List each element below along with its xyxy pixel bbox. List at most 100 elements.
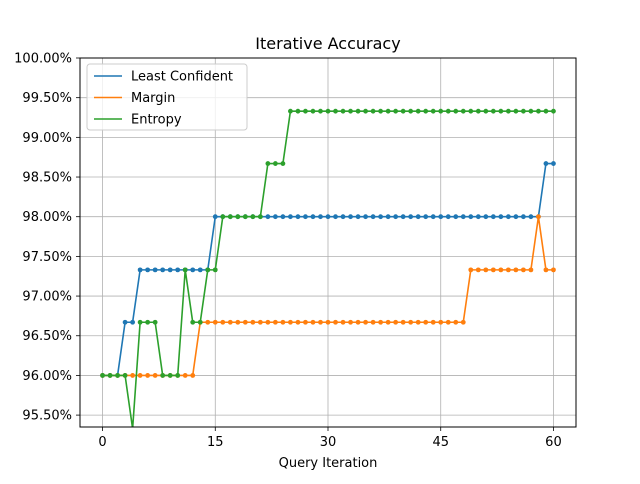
data-point-least-confident — [498, 214, 504, 220]
data-point-least-confident — [423, 214, 429, 220]
data-point-least-confident — [137, 267, 143, 273]
data-point-least-confident — [145, 267, 151, 273]
data-point-margin — [430, 319, 436, 325]
data-point-least-confident — [167, 267, 173, 273]
series-entropy — [100, 108, 556, 427]
x-tick-label: 30 — [320, 435, 337, 450]
data-point-least-confident — [152, 267, 158, 273]
data-point-margin — [385, 319, 391, 325]
data-point-least-confident — [212, 214, 218, 220]
data-point-margin — [355, 319, 361, 325]
data-point-least-confident — [272, 214, 278, 220]
data-point-margin — [445, 319, 451, 325]
data-point-least-confident — [453, 214, 459, 220]
data-point-entropy — [498, 108, 504, 114]
data-point-entropy — [483, 108, 489, 114]
x-tick-label: 45 — [432, 435, 449, 450]
data-point-entropy — [167, 373, 173, 378]
data-point-margin — [408, 319, 414, 325]
data-point-least-confident — [445, 214, 451, 220]
data-point-entropy — [122, 373, 128, 378]
data-point-margin — [145, 373, 151, 378]
data-point-margin — [272, 319, 278, 325]
data-point-margin — [348, 319, 353, 325]
data-point-least-confident — [370, 214, 376, 220]
y-tick-label: 97.00% — [22, 290, 72, 305]
data-point-least-confident — [122, 319, 128, 325]
data-point-margin — [310, 319, 316, 325]
data-point-margin — [205, 319, 211, 325]
data-point-least-confident — [190, 267, 196, 273]
x-tick-label: 15 — [207, 435, 224, 450]
data-point-entropy — [430, 108, 436, 114]
data-point-entropy — [197, 319, 203, 325]
data-point-least-confident — [528, 214, 534, 220]
data-point-entropy — [107, 373, 113, 378]
y-tick-label: 96.00% — [22, 369, 72, 384]
data-point-entropy — [100, 373, 105, 378]
x-axis-label: Query Iteration — [279, 456, 378, 471]
x-tick-label: 60 — [545, 435, 562, 450]
data-point-margin — [227, 319, 233, 325]
data-point-entropy — [190, 319, 196, 325]
legend: Least Confident Margin Entropy — [86, 63, 248, 131]
chart-title: Iterative Accuracy — [255, 34, 400, 53]
data-point-entropy — [505, 108, 511, 114]
data-point-margin — [528, 267, 534, 273]
data-point-least-confident — [513, 214, 519, 220]
data-point-margin — [265, 319, 271, 325]
data-point-margin — [498, 267, 504, 273]
data-point-margin — [212, 319, 218, 325]
data-point-entropy — [385, 108, 391, 114]
data-point-entropy — [475, 108, 481, 114]
data-point-entropy — [137, 319, 143, 325]
data-point-margin — [468, 267, 474, 273]
data-point-least-confident — [415, 214, 421, 220]
data-point-least-confident — [355, 214, 361, 220]
data-point-entropy — [536, 108, 541, 114]
data-point-entropy — [288, 108, 293, 114]
y-tick-label: 100.00% — [14, 52, 72, 67]
data-point-entropy — [182, 267, 188, 273]
data-point-margin — [288, 319, 293, 325]
data-point-margin — [280, 319, 286, 325]
data-point-margin — [303, 319, 308, 325]
data-point-margin — [551, 267, 556, 273]
data-point-margin — [378, 319, 384, 325]
data-point-margin — [370, 319, 376, 325]
data-point-margin — [536, 214, 541, 220]
data-point-entropy — [227, 214, 233, 220]
data-point-entropy — [415, 108, 421, 114]
data-point-least-confident — [520, 214, 526, 220]
data-point-entropy — [528, 108, 534, 114]
data-point-entropy — [490, 108, 496, 114]
y-tick-label: 99.00% — [22, 131, 72, 146]
data-point-entropy — [212, 267, 218, 273]
data-point-entropy — [318, 108, 323, 114]
y-tick-label: 95.50% — [22, 409, 72, 424]
data-point-least-confident — [340, 214, 346, 220]
data-point-least-confident — [400, 214, 406, 220]
data-point-entropy — [310, 108, 316, 114]
data-point-entropy — [145, 319, 151, 325]
data-point-margin — [235, 319, 241, 325]
data-point-entropy — [175, 373, 181, 378]
data-point-entropy — [295, 108, 301, 114]
data-point-entropy — [408, 108, 414, 114]
data-point-margin — [438, 319, 444, 325]
data-point-least-confident — [438, 214, 444, 220]
legend-label: Margin — [131, 91, 175, 106]
data-point-margin — [475, 267, 481, 273]
data-point-margin — [505, 267, 511, 273]
data-point-least-confident — [265, 214, 271, 220]
data-point-margin — [182, 373, 188, 378]
data-point-margin — [415, 319, 421, 325]
data-point-least-confident — [468, 214, 474, 220]
data-point-margin — [340, 319, 346, 325]
data-point-least-confident — [475, 214, 481, 220]
data-point-entropy — [242, 214, 248, 220]
data-point-margin — [220, 319, 226, 325]
data-point-margin — [333, 319, 338, 325]
data-point-margin — [137, 373, 143, 378]
